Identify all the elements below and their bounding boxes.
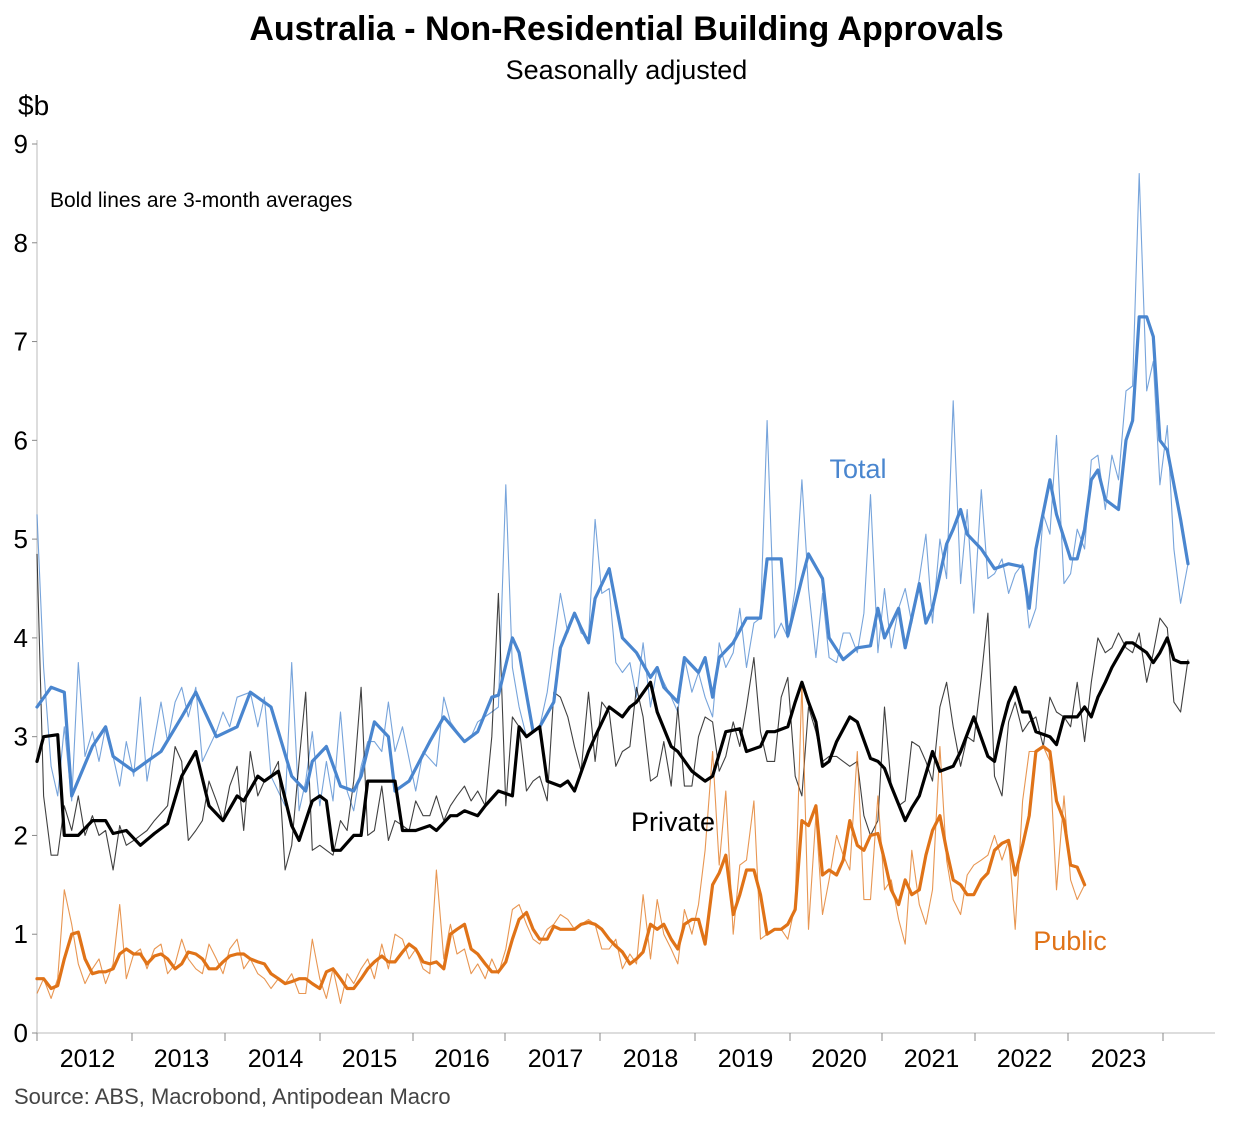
x-tick-label: 2021: [904, 1045, 960, 1073]
x-tick-label: 2020: [811, 1045, 867, 1073]
y-tick-label: 9: [14, 129, 28, 159]
series-line-total-monthly: [36, 173, 1189, 812]
chart-subtitle: Seasonally adjusted: [505, 55, 748, 85]
chart-title: Australia - Non-Residential Building App…: [249, 10, 1004, 48]
average-series: [35, 315, 1190, 991]
y-tick-label: 8: [14, 228, 28, 258]
y-tick-label: 0: [14, 1018, 28, 1048]
x-tick-label: 2016: [434, 1045, 490, 1073]
monthly-series: [36, 173, 1189, 1004]
y-tick-label: 3: [14, 722, 28, 752]
y-axis-unit-label: $b: [18, 90, 49, 121]
series-label-public: Public: [1033, 926, 1107, 956]
series-label-total: Total: [829, 454, 886, 484]
x-tick-label: 2015: [342, 1045, 398, 1073]
y-tick-label: 2: [14, 820, 28, 850]
chart-note: Bold lines are 3-month averages: [50, 189, 352, 212]
y-tick-label: 5: [14, 524, 28, 554]
axes: 0 1 2 3 4 5 6 7 8 9 2012 2013 2014 2015 2016 2017 2018 20…: [14, 129, 1215, 1073]
x-tick-label: 2017: [528, 1045, 584, 1073]
y-tick-label: 1: [14, 919, 28, 949]
x-tick-label: 2023: [1091, 1045, 1147, 1073]
series-line-total-average: [35, 315, 1190, 798]
y-tick-label: 7: [14, 327, 28, 357]
x-tick-label: 2012: [60, 1045, 116, 1073]
series-labels: Total Private Public: [631, 454, 1107, 956]
series-line-private-monthly: [36, 553, 1189, 871]
source-note: Source: ABS, Macrobond, Antipodean Macro: [14, 1084, 451, 1109]
series-label-private: Private: [631, 807, 715, 837]
x-tick-label: 2022: [997, 1045, 1053, 1073]
y-tick-label: 6: [14, 425, 28, 455]
x-tick-label: 2018: [623, 1045, 679, 1073]
x-tick-label: 2013: [154, 1045, 210, 1073]
series-line-public-average: [35, 744, 1087, 991]
series-line-private-average: [35, 636, 1190, 852]
series-line-public-monthly: [36, 681, 1086, 1004]
x-tick-label: 2014: [248, 1045, 304, 1073]
y-tick-label: 4: [14, 623, 28, 653]
x-tick-label: 2019: [718, 1045, 774, 1073]
